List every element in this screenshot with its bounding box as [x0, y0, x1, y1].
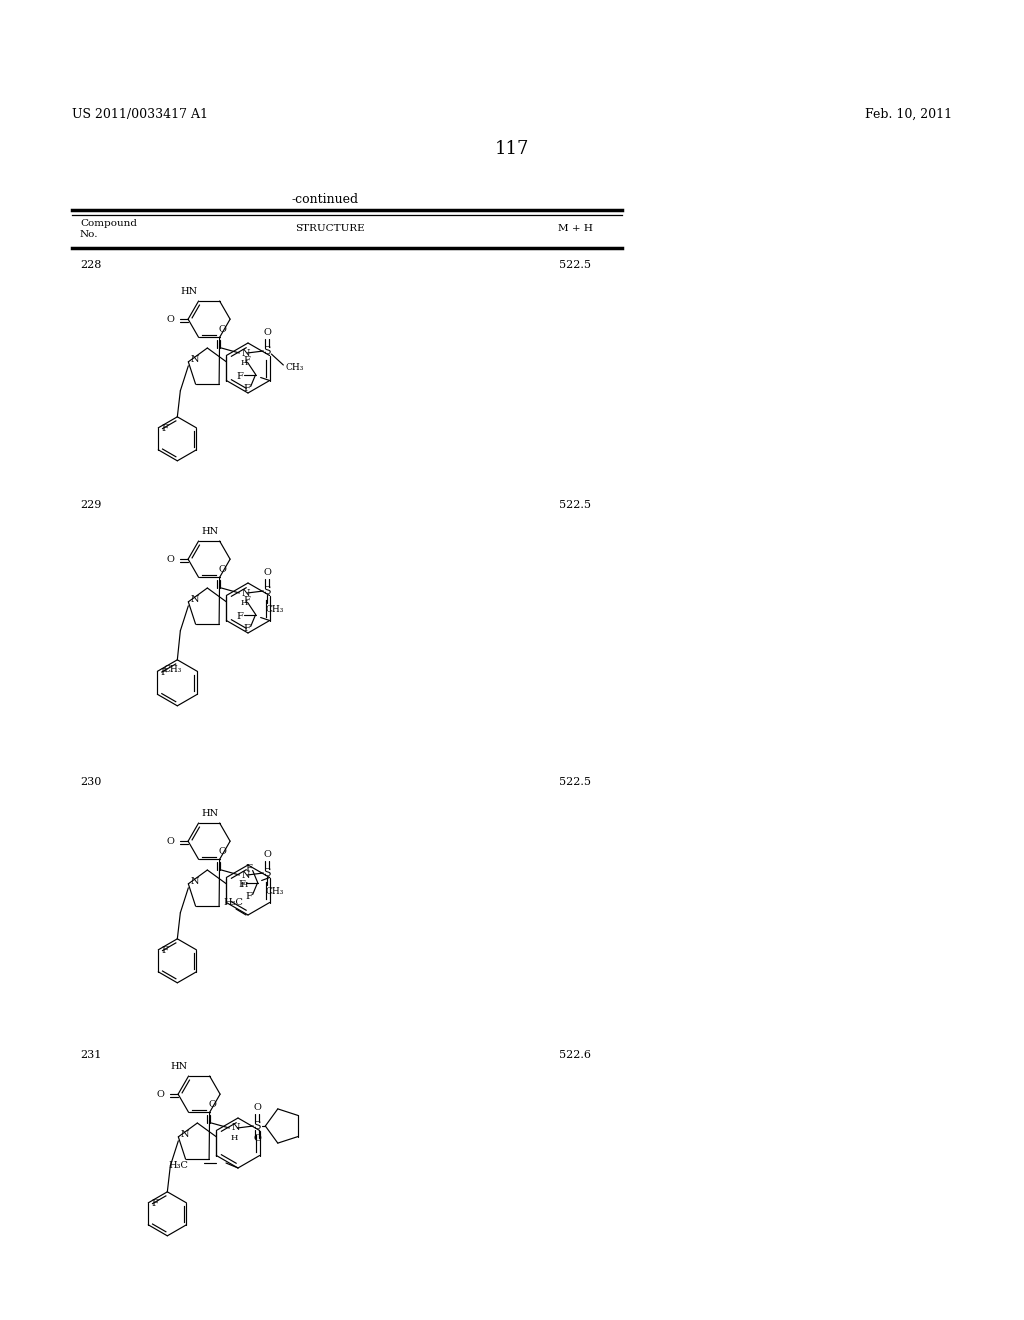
- Text: F: F: [244, 356, 251, 366]
- Text: S: S: [263, 869, 271, 878]
- Text: O: O: [218, 325, 226, 334]
- Text: O: O: [253, 1104, 261, 1111]
- Text: N: N: [231, 1123, 240, 1133]
- Text: H: H: [241, 599, 248, 607]
- Text: H: H: [241, 359, 248, 367]
- Text: 522.5: 522.5: [559, 260, 591, 271]
- Text: H: H: [230, 1134, 238, 1142]
- Text: HN: HN: [202, 527, 218, 536]
- Text: N: N: [242, 348, 250, 358]
- Text: HN: HN: [170, 1063, 187, 1071]
- Text: F: F: [244, 624, 251, 634]
- Text: O: O: [253, 1134, 261, 1143]
- Text: O: O: [166, 554, 174, 564]
- Text: CH₃: CH₃: [265, 887, 284, 896]
- Text: F: F: [161, 424, 168, 433]
- Text: F: F: [161, 668, 167, 677]
- Text: F: F: [152, 1200, 158, 1208]
- Text: O: O: [263, 568, 271, 577]
- Text: 522.6: 522.6: [559, 1049, 591, 1060]
- Text: CH₃: CH₃: [265, 605, 284, 614]
- Text: 522.5: 522.5: [559, 500, 591, 510]
- Text: O: O: [218, 847, 226, 855]
- Text: N: N: [190, 595, 199, 605]
- Text: S: S: [263, 346, 271, 356]
- Text: F: F: [239, 880, 246, 888]
- Text: CH₃: CH₃: [163, 665, 181, 673]
- Text: US 2011/0033417 A1: US 2011/0033417 A1: [72, 108, 208, 121]
- Text: F: F: [244, 384, 251, 393]
- Text: O: O: [209, 1100, 216, 1109]
- Text: 231: 231: [80, 1049, 101, 1060]
- Text: O: O: [157, 1090, 164, 1098]
- Text: O: O: [166, 314, 174, 323]
- Text: F: F: [244, 597, 251, 605]
- Text: Feb. 10, 2011: Feb. 10, 2011: [865, 108, 952, 121]
- Text: F: F: [246, 892, 253, 902]
- Text: HN: HN: [202, 809, 218, 818]
- Text: 229: 229: [80, 500, 101, 510]
- Text: -continued: -continued: [292, 193, 358, 206]
- Text: N: N: [180, 1130, 188, 1139]
- Text: 117: 117: [495, 140, 529, 158]
- Text: S: S: [263, 586, 271, 597]
- Text: F: F: [246, 865, 253, 873]
- Text: H₃C: H₃C: [168, 1160, 188, 1170]
- Text: M + H: M + H: [557, 224, 593, 234]
- Text: S: S: [254, 1121, 261, 1131]
- Text: H₃C: H₃C: [223, 898, 243, 907]
- Text: CH₃: CH₃: [286, 363, 304, 372]
- Text: H: H: [241, 880, 248, 888]
- Text: O: O: [218, 565, 226, 574]
- Text: STRUCTURE: STRUCTURE: [295, 224, 365, 234]
- Text: Compound: Compound: [80, 219, 137, 228]
- Text: F: F: [237, 612, 244, 620]
- Text: O: O: [166, 837, 174, 846]
- Text: 522.5: 522.5: [559, 777, 591, 787]
- Text: N: N: [242, 870, 250, 879]
- Text: O: O: [263, 850, 271, 859]
- Text: N: N: [190, 355, 199, 364]
- Text: 230: 230: [80, 777, 101, 787]
- Text: O: O: [263, 327, 271, 337]
- Text: F: F: [161, 946, 168, 956]
- Text: N: N: [242, 589, 250, 598]
- Text: 228: 228: [80, 260, 101, 271]
- Text: No.: No.: [80, 230, 98, 239]
- Text: N: N: [190, 878, 199, 886]
- Text: F: F: [237, 372, 244, 381]
- Text: HN: HN: [180, 286, 198, 296]
